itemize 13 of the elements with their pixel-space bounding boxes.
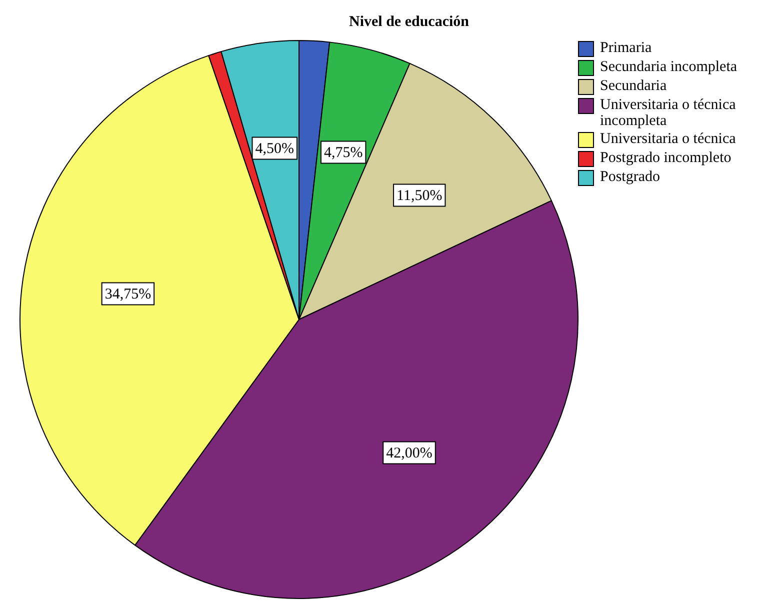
legend-label: Universitaria o técnica incompleta bbox=[600, 97, 737, 129]
data-label: 4,50% bbox=[255, 141, 294, 158]
chart-title: Nivel de educación bbox=[348, 14, 470, 31]
legend-label: Secundaria incompleta bbox=[600, 59, 738, 75]
legend-label: Primaria bbox=[600, 40, 653, 56]
legend-label: Universitaria o técnica bbox=[600, 131, 737, 147]
data-label: 34,75% bbox=[104, 286, 152, 303]
legend-label: Postgrado incompleto bbox=[600, 150, 732, 166]
data-label: 11,50% bbox=[396, 188, 442, 204]
legend-label: Secundaria bbox=[600, 78, 668, 94]
data-label: 42,00% bbox=[386, 446, 432, 462]
data-label: 4,75% bbox=[324, 145, 363, 162]
legend-label: Postgrado bbox=[600, 169, 661, 185]
